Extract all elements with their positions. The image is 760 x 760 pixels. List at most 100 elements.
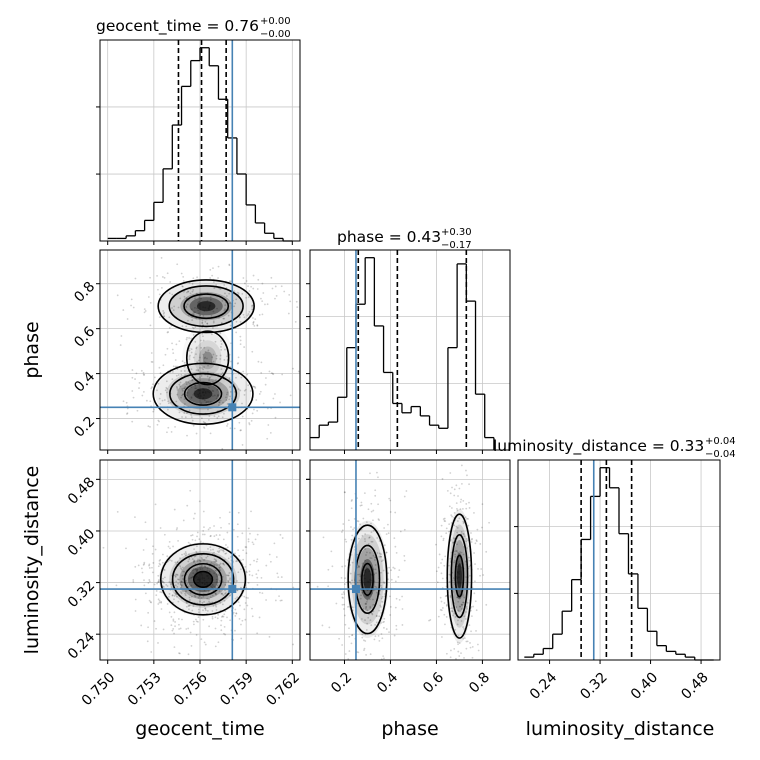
sample-point xyxy=(174,621,176,623)
sample-point xyxy=(275,556,278,558)
sample-point xyxy=(166,272,169,275)
sample-point xyxy=(132,579,135,581)
sample-point xyxy=(184,592,186,595)
sample-point xyxy=(369,653,372,656)
sample-point xyxy=(226,546,229,549)
sample-point xyxy=(236,589,239,592)
sample-point xyxy=(215,581,218,583)
y-tick-label: 0.6 xyxy=(71,324,98,351)
sample-point xyxy=(229,594,231,597)
sample-point xyxy=(465,547,468,549)
sample-point xyxy=(246,604,249,607)
sample-point xyxy=(443,602,446,604)
sample-point xyxy=(453,538,456,540)
sample-point xyxy=(176,561,179,564)
sample-point xyxy=(205,401,208,404)
sample-point xyxy=(441,607,444,609)
sample-point xyxy=(186,303,189,306)
sample-point xyxy=(143,311,146,314)
sample-point xyxy=(206,401,209,403)
sample-point xyxy=(173,305,176,308)
sample-point xyxy=(347,658,350,660)
sample-point xyxy=(151,386,153,388)
sample-point xyxy=(465,640,468,643)
sample-point xyxy=(261,300,264,302)
sample-point xyxy=(203,526,205,529)
density-shade xyxy=(188,332,228,384)
sample-point xyxy=(344,653,347,655)
sample-point xyxy=(403,528,406,531)
sample-point xyxy=(379,606,382,608)
sample-point xyxy=(204,643,207,646)
sample-point xyxy=(184,374,186,377)
sample-point xyxy=(371,613,374,616)
sample-point xyxy=(138,381,141,384)
sample-point xyxy=(350,500,353,502)
sample-point xyxy=(182,570,184,573)
sample-point xyxy=(190,416,193,418)
sample-point xyxy=(215,534,218,536)
sample-point xyxy=(165,380,168,383)
sample-point xyxy=(235,612,238,615)
sample-point xyxy=(142,371,145,374)
sample-point xyxy=(364,559,366,562)
sample-point xyxy=(166,603,169,605)
sample-point xyxy=(258,393,261,395)
sample-point xyxy=(217,573,220,576)
sample-point xyxy=(269,431,272,434)
sample-point xyxy=(190,308,193,311)
sample-point xyxy=(149,324,152,327)
sample-point xyxy=(457,495,459,497)
sample-point xyxy=(209,527,211,529)
sample-point xyxy=(395,624,398,627)
sample-point xyxy=(215,573,218,576)
sample-point xyxy=(235,298,238,301)
sample-point xyxy=(195,347,198,350)
sample-point xyxy=(356,566,359,569)
sample-point xyxy=(217,613,220,616)
sample-point xyxy=(279,401,281,404)
sample-point xyxy=(201,322,204,324)
sample-point xyxy=(457,650,460,653)
contour-line xyxy=(168,285,244,328)
sample-point xyxy=(211,617,214,620)
sample-point xyxy=(217,394,219,396)
contour-line xyxy=(450,534,469,619)
sample-point xyxy=(181,589,184,592)
sample-point xyxy=(177,582,180,585)
sample-point xyxy=(245,296,248,299)
sample-point xyxy=(244,602,247,604)
sample-point xyxy=(134,565,137,568)
sample-point xyxy=(203,427,206,430)
sample-point xyxy=(276,572,279,575)
sample-point xyxy=(185,605,188,608)
sample-point xyxy=(210,374,213,377)
sample-point xyxy=(137,564,140,567)
sample-point xyxy=(187,381,190,384)
sample-point xyxy=(247,538,250,541)
sample-point xyxy=(374,494,377,497)
sample-point xyxy=(463,535,466,538)
sample-point xyxy=(224,308,226,311)
sample-point xyxy=(198,296,201,299)
sample-point xyxy=(445,652,448,655)
sample-point xyxy=(233,290,236,293)
sample-point xyxy=(195,551,198,553)
sample-point xyxy=(206,322,209,325)
sample-point xyxy=(160,287,163,289)
sample-point xyxy=(201,564,203,567)
sample-point xyxy=(163,399,166,401)
density-shade xyxy=(193,388,213,400)
sample-point xyxy=(206,567,209,570)
sample-point xyxy=(232,528,235,531)
contour-frame xyxy=(99,249,301,451)
sample-point xyxy=(142,373,145,376)
sample-point xyxy=(475,539,478,542)
sample-point xyxy=(251,308,253,311)
sample-point xyxy=(212,604,215,607)
sample-point xyxy=(175,563,178,566)
sample-point xyxy=(158,366,161,369)
sample-point xyxy=(401,624,404,626)
sample-point xyxy=(184,554,187,557)
sample-point xyxy=(200,346,203,349)
